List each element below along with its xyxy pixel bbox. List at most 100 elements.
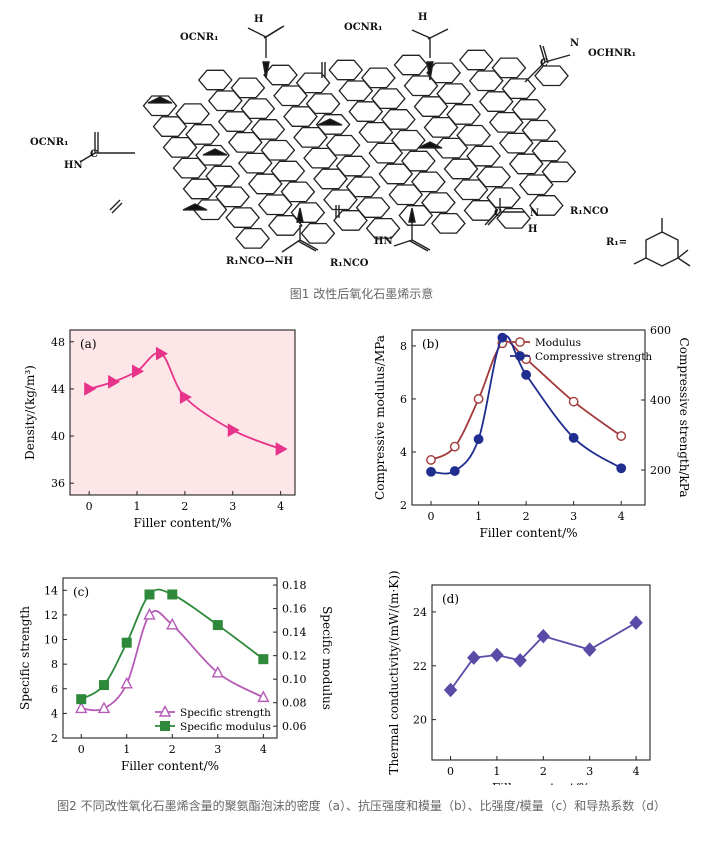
y-tick-label: 36: [51, 477, 65, 490]
data-point-a-0-2: [132, 364, 145, 379]
hexagon-ring-62: [280, 181, 316, 203]
hexagon-ring-54: [401, 150, 436, 172]
x-axis-label: Filler content/%: [479, 526, 577, 540]
hexagon-ring-79: [453, 179, 489, 201]
hexagon-ring-73: [257, 194, 293, 216]
panel-label-b: (b): [422, 337, 439, 351]
x-tick-label: 3: [570, 510, 577, 523]
legend-label-c-1: Specific modulus: [180, 721, 271, 733]
data-point-b-0-0: [426, 455, 436, 465]
y2-axis-label: Compressive strength/kPa: [677, 338, 691, 498]
data-point-b-1-4: [521, 369, 532, 380]
y-tick-label: 44: [51, 383, 65, 396]
y-axis-label: Specific strength: [18, 606, 32, 710]
panel-b-chart: 0 1 2 3 4 2 4 6 8 200 400 600 Filler content/% Compre…: [373, 325, 691, 540]
hexagon-ring-60: [215, 186, 250, 208]
data-point-a-0-4: [179, 390, 192, 405]
hexagon-ring-6: [393, 54, 429, 76]
hexagon-ring-90: [496, 207, 531, 229]
panel-label-d: (d): [442, 592, 459, 606]
y-tick-label: 6: [51, 683, 58, 696]
hexagon-ring-52: [335, 155, 371, 177]
hexagon-ring-84: [300, 222, 336, 244]
hexagon-ring-59: [182, 178, 218, 200]
hexagon-ring-88: [431, 212, 466, 234]
data-point-b-0-1: [449, 441, 460, 452]
data-point-c-1-6: [258, 654, 269, 665]
data-point-b-1-2: [473, 434, 484, 445]
x-axis-label: Filler content/%: [492, 781, 590, 785]
x-tick-label: 3: [229, 500, 236, 513]
hexagon-ring-63: [313, 168, 348, 190]
data-point-d-0-1: [467, 650, 481, 665]
y-tick-label: 48: [51, 336, 65, 349]
hexagon-ring-76: [355, 197, 391, 218]
hexagon-ring-4: [328, 59, 364, 81]
x-tick-label: 0: [447, 765, 454, 778]
hexagon-ring-25: [217, 111, 253, 132]
graphene-lattice: [142, 49, 577, 249]
hexagon-ring-26: [250, 119, 286, 140]
data-point-b-1-1: [449, 466, 460, 476]
plot-area-a: [70, 330, 295, 495]
hexagon-ring-70: [541, 161, 577, 183]
x-tick-label: 3: [214, 743, 221, 756]
legend-marker-b-0: [515, 337, 525, 347]
group-r1nco-nh-bottom: R₁NCO—NH: [226, 256, 293, 267]
y2-tick-label: 0.14: [282, 626, 307, 639]
hexagon-ring-66: [411, 171, 446, 193]
hexagon-ring-30: [381, 109, 416, 130]
data-point-c-0-6: [257, 690, 270, 703]
y-tick-label: 2: [51, 732, 58, 745]
hexagon-ring-91: [528, 195, 564, 216]
hexagon-ring-67: [443, 158, 479, 180]
data-point-c-1-1: [98, 680, 109, 691]
hexagon-ring-5: [361, 67, 396, 89]
legend-marker-c-1: [160, 721, 170, 731]
r1-definition-label: R₁=: [606, 237, 627, 248]
hexagon-ring-20: [468, 70, 504, 92]
x-tick-label: 1: [123, 743, 130, 756]
y-tick-label: 14: [44, 584, 58, 597]
x-tick-label: 2: [181, 500, 188, 513]
hexagon-ring-2: [263, 64, 298, 86]
data-point-c-1-3: [144, 589, 155, 600]
data-point-d-0-5: [583, 642, 597, 657]
y-tick-label: 2: [400, 499, 407, 512]
hexagon-ring-16: [338, 80, 374, 102]
hexagon-ring-13: [240, 98, 276, 120]
hexagon-ring-64: [345, 176, 381, 198]
epoxide-wedge-1: [317, 118, 343, 126]
hexagon-ring-80: [486, 187, 521, 208]
y-axis-label: Thermal conductivity/(mW/(m·K)): [387, 570, 401, 774]
hexagon-ring-14: [273, 85, 308, 107]
hexagon-ring-1: [230, 77, 266, 99]
hexagon-ring-23: [152, 116, 188, 137]
hexagon-ring-7: [426, 62, 461, 84]
legend-marker-b-1: [515, 351, 525, 361]
data-point-b-0-6: [616, 431, 627, 441]
y2-tick-label: 0.08: [282, 697, 307, 710]
y-tick-label: 8: [400, 340, 407, 353]
x-tick-label: 2: [523, 510, 530, 523]
hexagon-ring-75: [323, 189, 358, 211]
y2-tick-label: 0.12: [282, 650, 307, 663]
panel-label-c: (c): [73, 585, 89, 599]
group-ochnr-top-right: OCHNR₁: [588, 48, 636, 59]
panel-c-chart: 0 1 2 3 424681012140.060.080.100.120.140.160…: [18, 577, 334, 773]
hexagon-ring-17: [371, 88, 406, 110]
hexagon-ring-47: [172, 157, 208, 179]
data-point-d-0-3: [513, 653, 527, 668]
data-point-b-1-0: [426, 466, 436, 477]
hexagon-ring-49: [237, 152, 273, 174]
hexagon-ring-33: [478, 91, 514, 112]
group-c-left: C: [90, 149, 98, 160]
group-hn-left: HN: [64, 160, 83, 171]
data-point-b-1-5: [568, 432, 579, 443]
x-tick-label: 1: [134, 500, 141, 513]
data-point-c-0-3: [143, 607, 156, 620]
y2-axis-label: Specific modulus: [320, 606, 334, 710]
legend-label-b-1: Compressive strength: [535, 351, 652, 363]
y-tick-label: 20: [413, 714, 427, 727]
hexagon-ring-74: [290, 202, 326, 223]
